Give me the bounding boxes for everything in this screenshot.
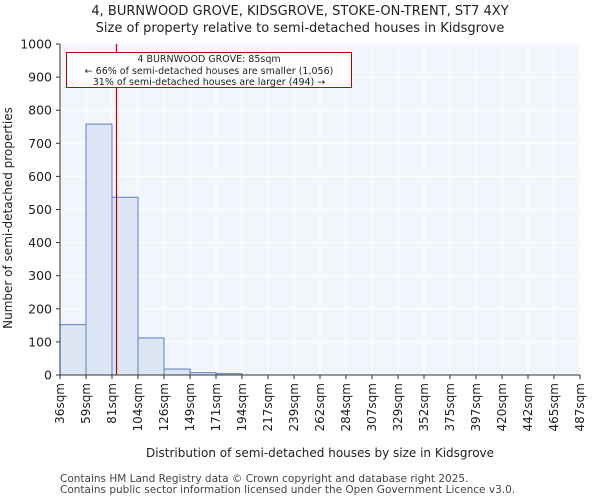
x-tick-label: 397sqm xyxy=(469,383,483,431)
x-tick-label: 420sqm xyxy=(495,383,509,431)
x-axis-label: Distribution of semi-detached houses by … xyxy=(146,446,494,460)
x-tick-label: 262sqm xyxy=(313,383,327,431)
x-tick-label: 375sqm xyxy=(443,383,457,431)
histogram-bar xyxy=(59,324,87,376)
x-tick-label: 329sqm xyxy=(391,383,405,431)
y-tick-label: 300 xyxy=(28,268,52,283)
x-tick-label: 465sqm xyxy=(547,383,561,431)
y-tick-label: 700 xyxy=(28,136,52,151)
y-tick-label: 400 xyxy=(28,235,52,250)
histogram-bar xyxy=(111,196,139,376)
y-tick-label: 800 xyxy=(28,103,52,118)
x-tick-label: 307sqm xyxy=(365,383,379,431)
x-tick-label: 352sqm xyxy=(417,383,431,431)
footer-copyright: Contains HM Land Registry data © Crown c… xyxy=(60,473,469,485)
annotation-line3: 31% of semi-detached houses are larger (… xyxy=(92,77,326,88)
y-tick-label: 0 xyxy=(44,368,52,383)
x-tick-label: 126sqm xyxy=(157,383,171,431)
y-axis-label: Number of semi-detached properties xyxy=(1,107,15,329)
x-tick-label: 487sqm xyxy=(573,383,587,431)
y-tick-label: 600 xyxy=(28,169,52,184)
x-tick-label: 442sqm xyxy=(521,383,535,431)
x-tick-label: 239sqm xyxy=(287,383,301,431)
footer-licence: Contains public sector information licen… xyxy=(60,484,516,496)
x-tick-label: 36sqm xyxy=(53,383,67,424)
histogram-bar xyxy=(163,368,191,376)
chart-title-line1: 4, BURNWOOD GROVE, KIDSGROVE, STOKE-ON-T… xyxy=(91,4,509,19)
x-tick-label: 284sqm xyxy=(339,383,353,431)
x-tick-label: 59sqm xyxy=(79,383,93,424)
annotation-line2: ← 66% of semi-detached houses are smalle… xyxy=(84,65,334,77)
histogram-bar xyxy=(85,123,113,376)
y-tick-label: 200 xyxy=(28,301,52,316)
x-tick-label: 149sqm xyxy=(183,383,197,431)
x-tick-label: 81sqm xyxy=(105,383,119,424)
x-tick-label: 171sqm xyxy=(209,383,223,431)
chart-title-line2: Size of property relative to semi-detach… xyxy=(95,21,505,36)
y-tick-label: 500 xyxy=(28,202,52,217)
x-tick-label: 194sqm xyxy=(235,383,249,431)
x-tick-label: 217sqm xyxy=(261,383,275,431)
annotation-line1: 4 BURNWOOD GROVE: 85sqm xyxy=(137,54,281,65)
histogram-bar xyxy=(137,337,165,376)
marker-annotation: 4 BURNWOOD GROVE: 85sqm ← 66% of semi-de… xyxy=(66,52,352,88)
y-tick-label: 1000 xyxy=(20,37,52,52)
y-tick-label: 900 xyxy=(28,70,52,85)
x-tick-label: 104sqm xyxy=(131,383,145,431)
y-tick-label: 100 xyxy=(28,334,52,349)
